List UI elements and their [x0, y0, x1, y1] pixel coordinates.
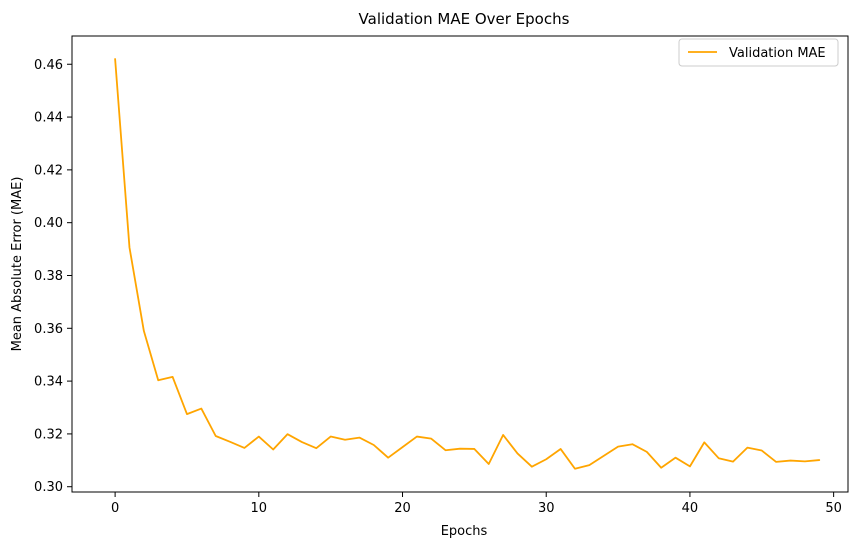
y-tick-label: 0.34: [34, 375, 63, 390]
y-axis-label: Mean Absolute Error (MAE): [10, 177, 25, 352]
axes: [71, 35, 849, 493]
series-lines: [114, 58, 821, 470]
x-tick-label: 20: [394, 501, 411, 516]
chart-title: Validation MAE Over Epochs: [359, 10, 570, 28]
legend-box: [678, 38, 839, 67]
y-tick-label: 0.36: [34, 322, 63, 337]
legend: Validation MAE: [678, 38, 839, 67]
y-tick-label: 0.32: [34, 427, 63, 442]
x-tick-label: 40: [682, 501, 699, 516]
x-tick-label: 30: [538, 501, 555, 516]
x-axis-label: Epochs: [441, 524, 488, 539]
x-tick-label: 10: [251, 501, 268, 516]
legend-label-validation-mae: Validation MAE: [729, 46, 826, 61]
plot-area-frame: [71, 35, 849, 493]
y-tick-label: 0.42: [34, 163, 63, 178]
x-tick-label: 0: [111, 501, 119, 516]
y-tick-label: 0.40: [34, 216, 63, 231]
y-tick-label: 0.30: [34, 480, 63, 495]
series-line-validation-mae: [114, 58, 821, 470]
x-tick-label: 50: [825, 501, 842, 516]
y-tick-label: 0.46: [34, 58, 63, 73]
ticks: 0 10 20 30 40 50 0.30 0.32 0.34 0.36 0.38 0.40 0.42 0…: [34, 58, 842, 516]
y-tick-label: 0.44: [34, 111, 63, 126]
y-tick-label: 0.38: [34, 269, 63, 284]
